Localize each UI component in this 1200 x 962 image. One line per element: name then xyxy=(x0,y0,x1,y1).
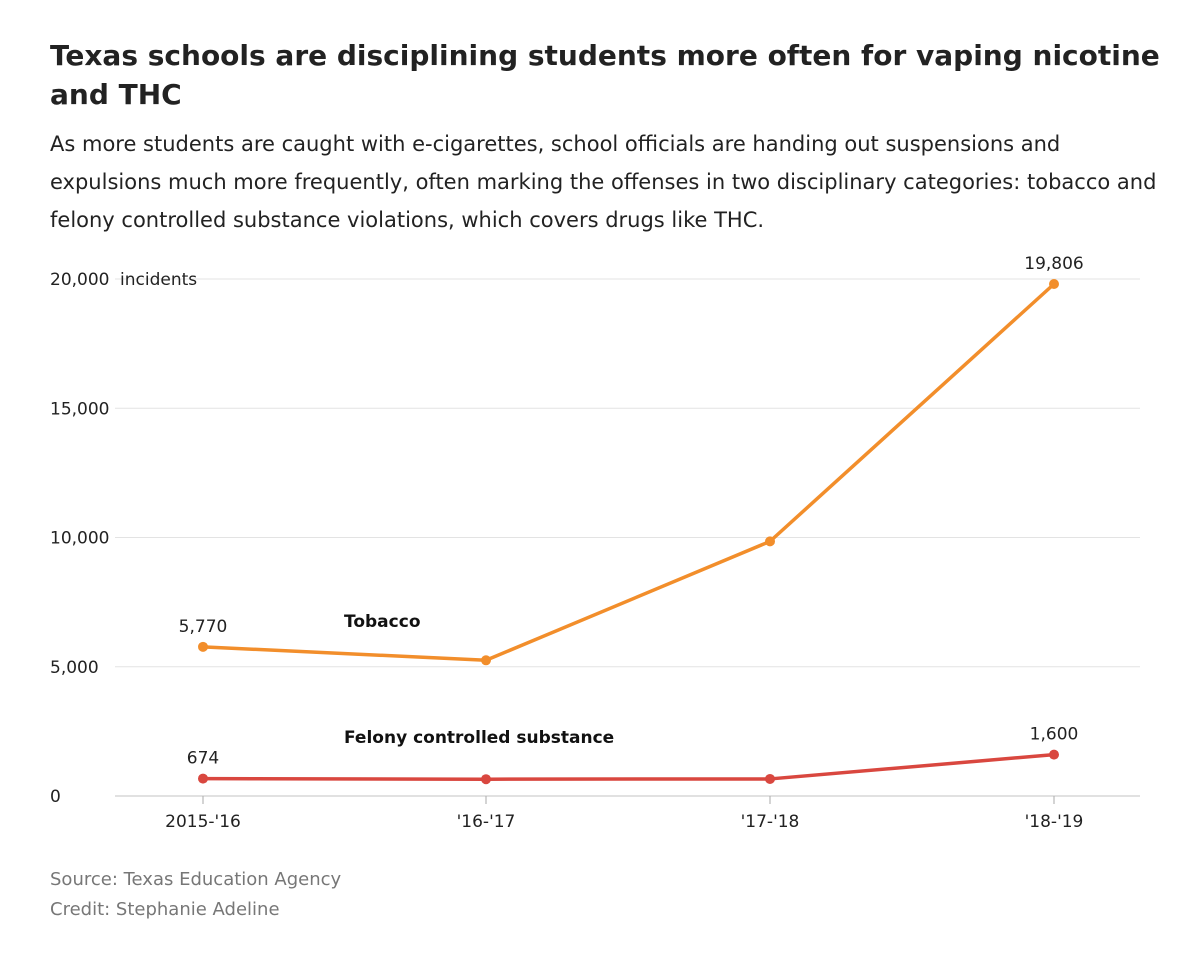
series-label: Tobacco xyxy=(344,612,421,632)
chart-subtitle: As more students are caught with e-cigar… xyxy=(50,132,1157,232)
data-point xyxy=(481,655,491,666)
y-tick-label: 0 xyxy=(50,787,61,807)
series-label: Felony controlled substance xyxy=(344,728,614,748)
data-label: 5,770 xyxy=(179,617,228,637)
data-label: 1,600 xyxy=(1030,725,1079,745)
y-tick-label: 10,000 xyxy=(50,529,109,549)
y-axis-label: incidents xyxy=(120,270,197,290)
data-point xyxy=(765,536,775,547)
x-tick-label: '17-'18 xyxy=(741,812,800,832)
data-label: 19,806 xyxy=(1024,254,1083,274)
credit-note: Credit: Stephanie Adeline xyxy=(50,899,280,920)
x-tick-label: '16-'17 xyxy=(457,812,516,832)
data-point xyxy=(1049,749,1059,760)
data-point xyxy=(765,773,775,784)
data-point xyxy=(481,774,491,785)
y-tick-label: 20,000 xyxy=(50,270,109,290)
data-point xyxy=(1049,279,1059,290)
source-note: Source: Texas Education Agency xyxy=(50,869,342,890)
chart-title: Texas schools are disciplining students … xyxy=(50,39,1160,111)
series-line-1 xyxy=(201,752,1056,781)
x-tick-label: 2015-'16 xyxy=(165,812,241,832)
data-point xyxy=(198,773,208,784)
series-line-0 xyxy=(201,282,1056,663)
y-tick-label: 15,000 xyxy=(50,399,109,419)
data-point xyxy=(198,641,208,652)
data-label: 674 xyxy=(187,749,219,769)
x-tick-label: '18-'19 xyxy=(1025,812,1084,832)
y-tick-label: 5,000 xyxy=(50,658,99,678)
